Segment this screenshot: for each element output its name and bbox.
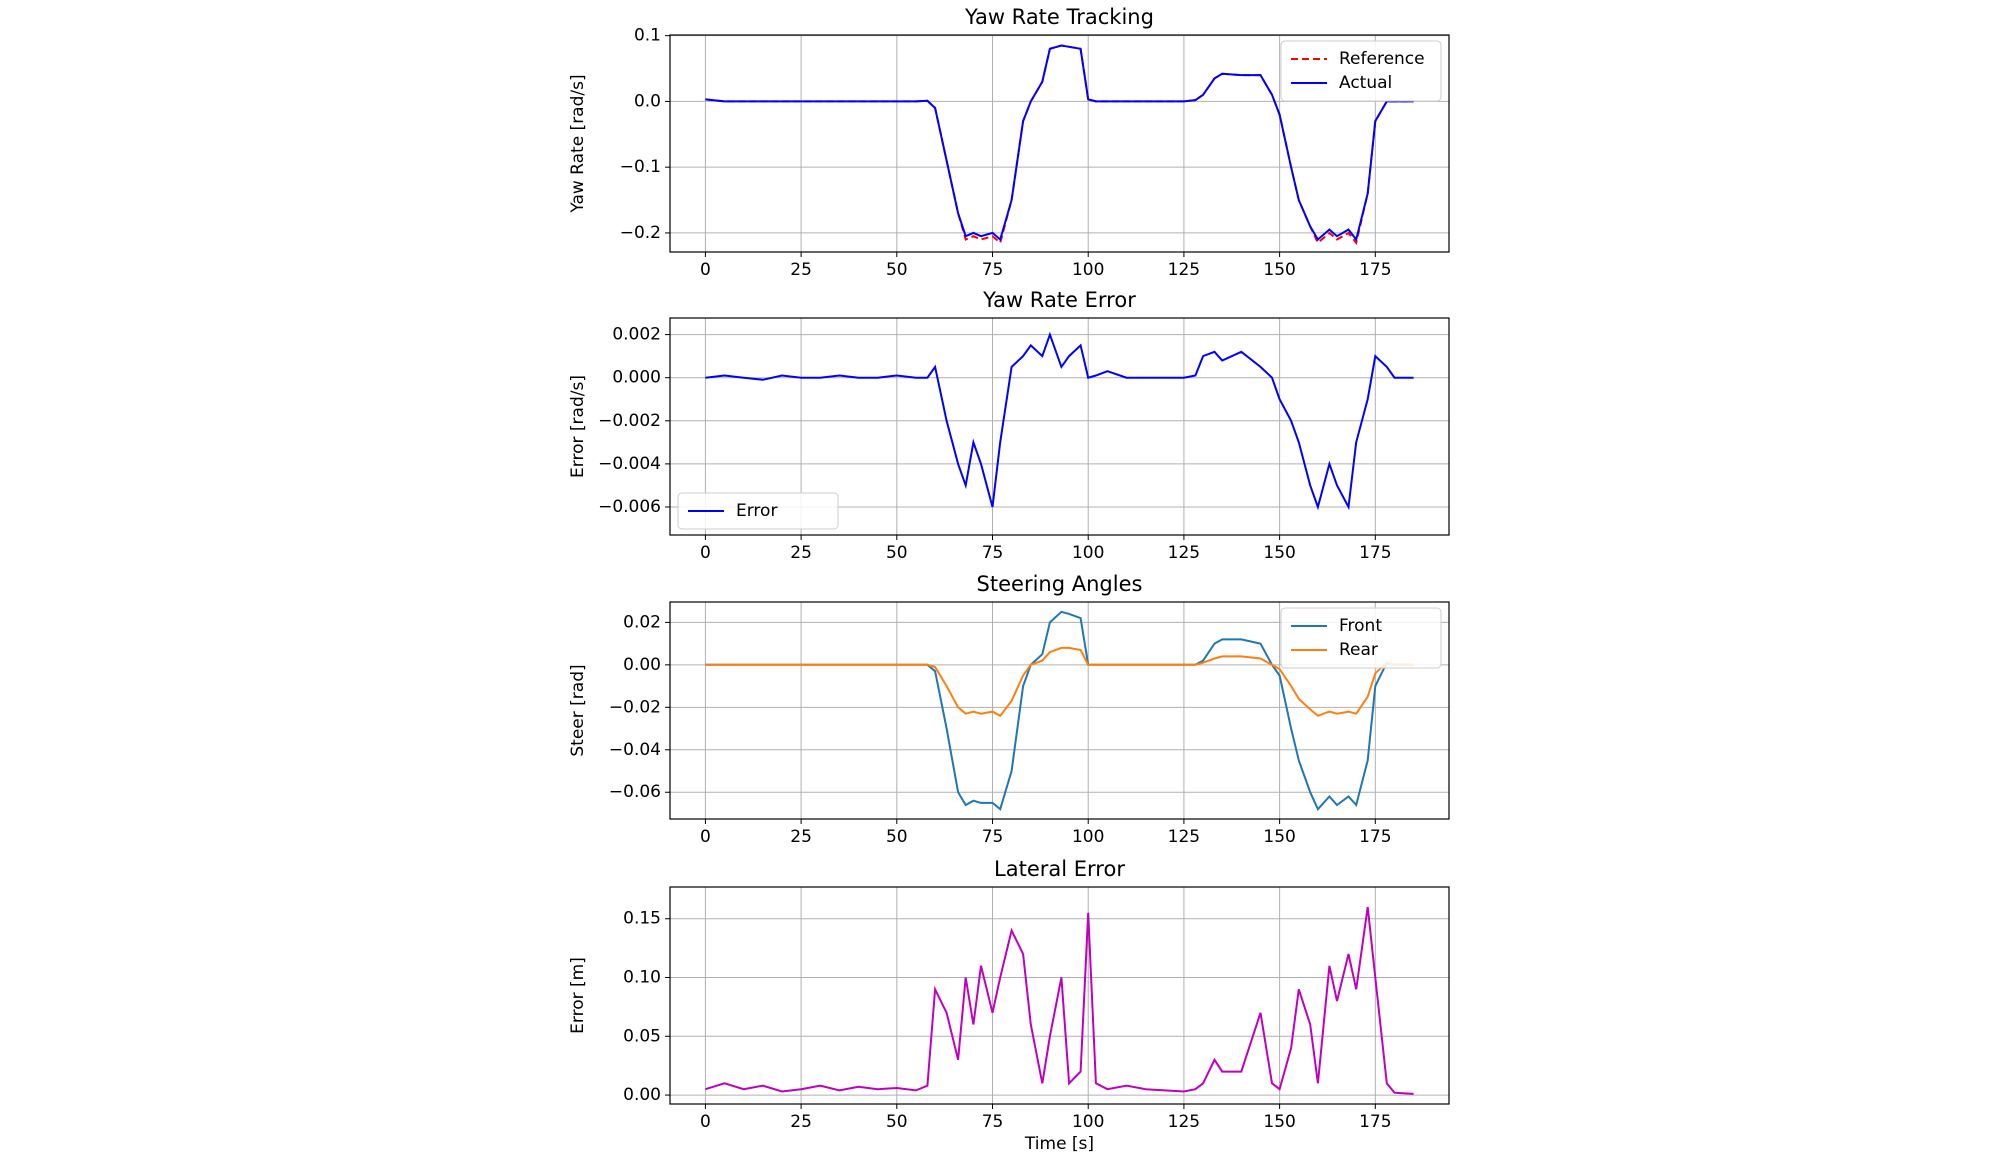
x-tick-label: 125 (1168, 1112, 1200, 1132)
x-tick-label: 0 (700, 543, 711, 563)
y-tick-label: 0.05 (623, 1026, 661, 1046)
y-tick-label: −0.1 (620, 157, 661, 177)
y-tick-label: 0.0 (634, 91, 661, 111)
legend-label: Actual (1339, 73, 1392, 93)
x-tick-label: 125 (1168, 260, 1200, 280)
x-tick-label: 175 (1359, 1112, 1391, 1132)
y-tick-label: −0.002 (598, 411, 661, 431)
y-axis-label: Yaw Rate [rad/s] (568, 74, 588, 213)
legend-label: Error (736, 501, 777, 521)
x-tick-label: 75 (982, 827, 1004, 847)
x-tick-label: 175 (1359, 260, 1391, 280)
y-tick-label: −0.006 (598, 497, 661, 517)
x-tick-label: 50 (886, 827, 908, 847)
y-tick-label: −0.06 (609, 782, 661, 802)
x-tick-label: 25 (790, 827, 812, 847)
x-tick-label: 0 (700, 1112, 711, 1132)
legend-box (1280, 40, 1442, 102)
legend-label: Front (1339, 616, 1382, 636)
y-tick-label: 0.10 (623, 968, 661, 988)
data-line (705, 906, 1414, 1095)
x-tick-label: 0 (700, 827, 711, 847)
legend-label: Reference (1339, 49, 1425, 69)
data-line (705, 44, 1414, 242)
plot-frame (669, 601, 1450, 820)
plot-frame (669, 886, 1450, 1105)
x-tick-label: 75 (982, 1112, 1004, 1132)
plot-frame (669, 317, 1450, 536)
chart-title: Lateral Error (994, 857, 1125, 881)
y-tick-label: 0.000 (612, 368, 661, 388)
y-axis-label: Error [m] (568, 957, 588, 1034)
y-tick-label: 0.1 (634, 26, 661, 46)
y-tick-label: 0.00 (623, 655, 661, 675)
y-tick-label: 0.02 (623, 612, 661, 632)
x-tick-label: 100 (1072, 543, 1104, 563)
x-tick-label: 150 (1263, 1112, 1295, 1132)
legend-box (677, 492, 839, 530)
x-axis-label: Time [s] (1024, 1134, 1094, 1153)
x-tick-label: 175 (1359, 543, 1391, 563)
x-tick-label: 175 (1359, 827, 1391, 847)
y-tick-label: 0.002 (612, 325, 661, 345)
x-tick-label: 75 (982, 260, 1004, 280)
x-tick-label: 50 (886, 543, 908, 563)
y-tick-label: −0.02 (609, 697, 661, 717)
y-tick-label: −0.004 (598, 454, 661, 474)
y-axis-label: Error [rad/s] (568, 375, 588, 478)
y-tick-label: 0.00 (623, 1085, 661, 1105)
y-tick-label: 0.15 (623, 909, 661, 929)
x-tick-label: 50 (886, 1112, 908, 1132)
y-tick-label: −0.2 (620, 223, 661, 243)
x-tick-label: 25 (790, 543, 812, 563)
x-tick-label: 25 (790, 260, 812, 280)
chart-title: Steering Angles (977, 572, 1143, 596)
x-tick-label: 100 (1072, 260, 1104, 280)
x-tick-label: 125 (1168, 827, 1200, 847)
x-tick-label: 100 (1072, 827, 1104, 847)
data-line (705, 646, 1414, 718)
chart-title: Yaw Rate Error (982, 288, 1136, 312)
x-tick-label: 75 (982, 543, 1004, 563)
y-tick-label: −0.04 (609, 740, 661, 760)
data-line (705, 331, 1414, 511)
x-tick-label: 0 (700, 260, 711, 280)
x-tick-label: 125 (1168, 543, 1200, 563)
legend-label: Rear (1339, 640, 1378, 660)
legend-box (1280, 607, 1442, 669)
chart-title: Yaw Rate Tracking (964, 5, 1154, 29)
x-tick-label: 100 (1072, 1112, 1104, 1132)
x-tick-label: 150 (1263, 827, 1295, 847)
x-tick-label: 50 (886, 260, 908, 280)
y-axis-label: Steer [rad] (568, 664, 588, 756)
x-tick-label: 25 (790, 1112, 812, 1132)
x-tick-label: 150 (1263, 260, 1295, 280)
x-tick-label: 150 (1263, 543, 1295, 563)
plot-frame (669, 34, 1450, 253)
